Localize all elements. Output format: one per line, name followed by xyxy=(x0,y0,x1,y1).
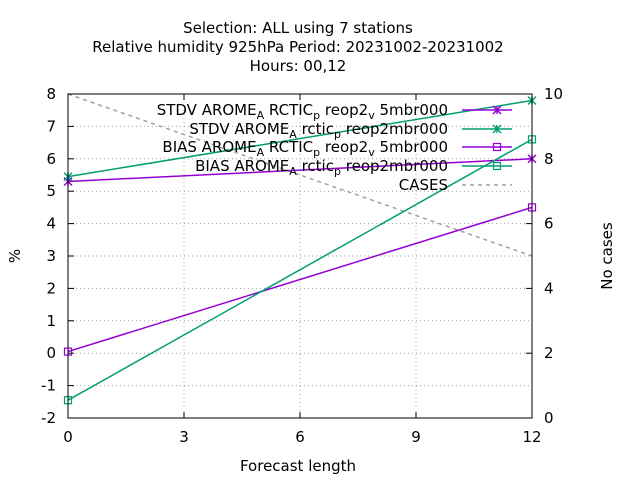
y-tick-label: 7 xyxy=(46,117,56,135)
y-tick-label: 8 xyxy=(46,85,56,103)
legend-subscript: p xyxy=(334,128,341,141)
legend-text-part: RCTIC xyxy=(269,138,313,156)
legend-text-part: reop2mbr000 xyxy=(346,120,448,138)
y2-tick-label: 2 xyxy=(544,344,554,362)
x-axis-label: Forecast length xyxy=(240,457,356,475)
y2-axis-label: No cases xyxy=(598,222,616,290)
grid xyxy=(68,94,532,418)
y-tick-label: 3 xyxy=(46,247,56,265)
series-line-5 xyxy=(67,93,533,257)
x-tick-label: 3 xyxy=(179,428,189,446)
series-line-3 xyxy=(67,206,533,353)
legend-text-part: CASES xyxy=(399,176,448,194)
legend-subscript: A xyxy=(289,128,297,141)
legend-text-part: reop2mbr000 xyxy=(346,157,448,175)
title-line-1: Selection: ALL using 7 stations xyxy=(183,19,413,37)
legend-text-part: STDV AROME xyxy=(157,101,257,119)
y-tick-label: 6 xyxy=(46,150,56,168)
x-tick-label: 0 xyxy=(63,428,73,446)
legend-subscript: p xyxy=(334,165,341,178)
legend-text-part: 5mbr000 xyxy=(380,101,448,119)
legend-subscript: v xyxy=(368,146,375,159)
x-tick-label: 12 xyxy=(522,428,541,446)
legend-subscript: v xyxy=(368,109,375,122)
legend-subscript: A xyxy=(289,165,297,178)
legend-subscript: p xyxy=(313,146,320,159)
y-tick-label: 2 xyxy=(46,279,56,297)
legend-text-part: BIAS AROME xyxy=(195,157,289,175)
legend-text-part: STDV AROME xyxy=(189,120,289,138)
plot-frame xyxy=(67,93,533,419)
x-tick-label: 6 xyxy=(295,428,305,446)
legend-label-4: BIAS AROMEA rcticp reop2mbr000 xyxy=(195,157,448,178)
y-tick-label: 4 xyxy=(46,215,56,233)
title-line-2: Relative humidity 925hPa Period: 2023100… xyxy=(92,38,503,56)
series-group xyxy=(63,93,537,405)
y-axis-label: % xyxy=(6,249,24,263)
legend-text-part: rctic xyxy=(302,157,334,175)
legend-marker-1 xyxy=(492,105,502,115)
legend-marker-2 xyxy=(492,124,502,134)
legend-text-part: rctic xyxy=(302,120,334,138)
legend-label-1: STDV AROMEA RCTICp reop2v 5mbr000 xyxy=(157,101,448,122)
legend-label-2: STDV AROMEA rcticp reop2mbr000 xyxy=(189,120,448,141)
y-tick-label: 1 xyxy=(46,312,56,330)
legend-label-3: BIAS AROMEA RCTICp reop2v 5mbr000 xyxy=(162,138,448,159)
y-tick-label: -2 xyxy=(41,409,56,427)
x-tick-label: 9 xyxy=(411,428,421,446)
y-tick-label: 0 xyxy=(46,344,56,362)
legend-text-part: BIAS AROME xyxy=(162,138,256,156)
legend-subscript: p xyxy=(313,109,320,122)
legend-subscript: A xyxy=(257,109,265,122)
chart-title: Selection: ALL using 7 stations Relative… xyxy=(92,19,503,75)
y2-tick-label: 4 xyxy=(544,279,554,297)
y2-tick-label: 8 xyxy=(544,150,554,168)
legend-marker-4 xyxy=(492,161,502,171)
y-tick-label: -1 xyxy=(41,377,56,395)
legend-label-5: CASES xyxy=(399,176,448,194)
legend-text-part: 5mbr000 xyxy=(380,138,448,156)
series-line-1 xyxy=(67,158,533,183)
legend-marker-3 xyxy=(492,142,502,152)
y-tick-label: 5 xyxy=(46,182,56,200)
y2-tick-label: 0 xyxy=(544,409,554,427)
y2-tick-label: 6 xyxy=(544,215,554,233)
legend-text-part: reop2 xyxy=(325,138,368,156)
legend-text-part: reop2 xyxy=(325,101,368,119)
y2-tick-label: 10 xyxy=(544,85,563,103)
series-line-4 xyxy=(67,138,533,401)
title-line-3: Hours: 00,12 xyxy=(250,57,347,75)
legend-subscript: A xyxy=(257,146,265,159)
series-line-2 xyxy=(67,99,533,178)
legend-text-part: RCTIC xyxy=(269,101,313,119)
